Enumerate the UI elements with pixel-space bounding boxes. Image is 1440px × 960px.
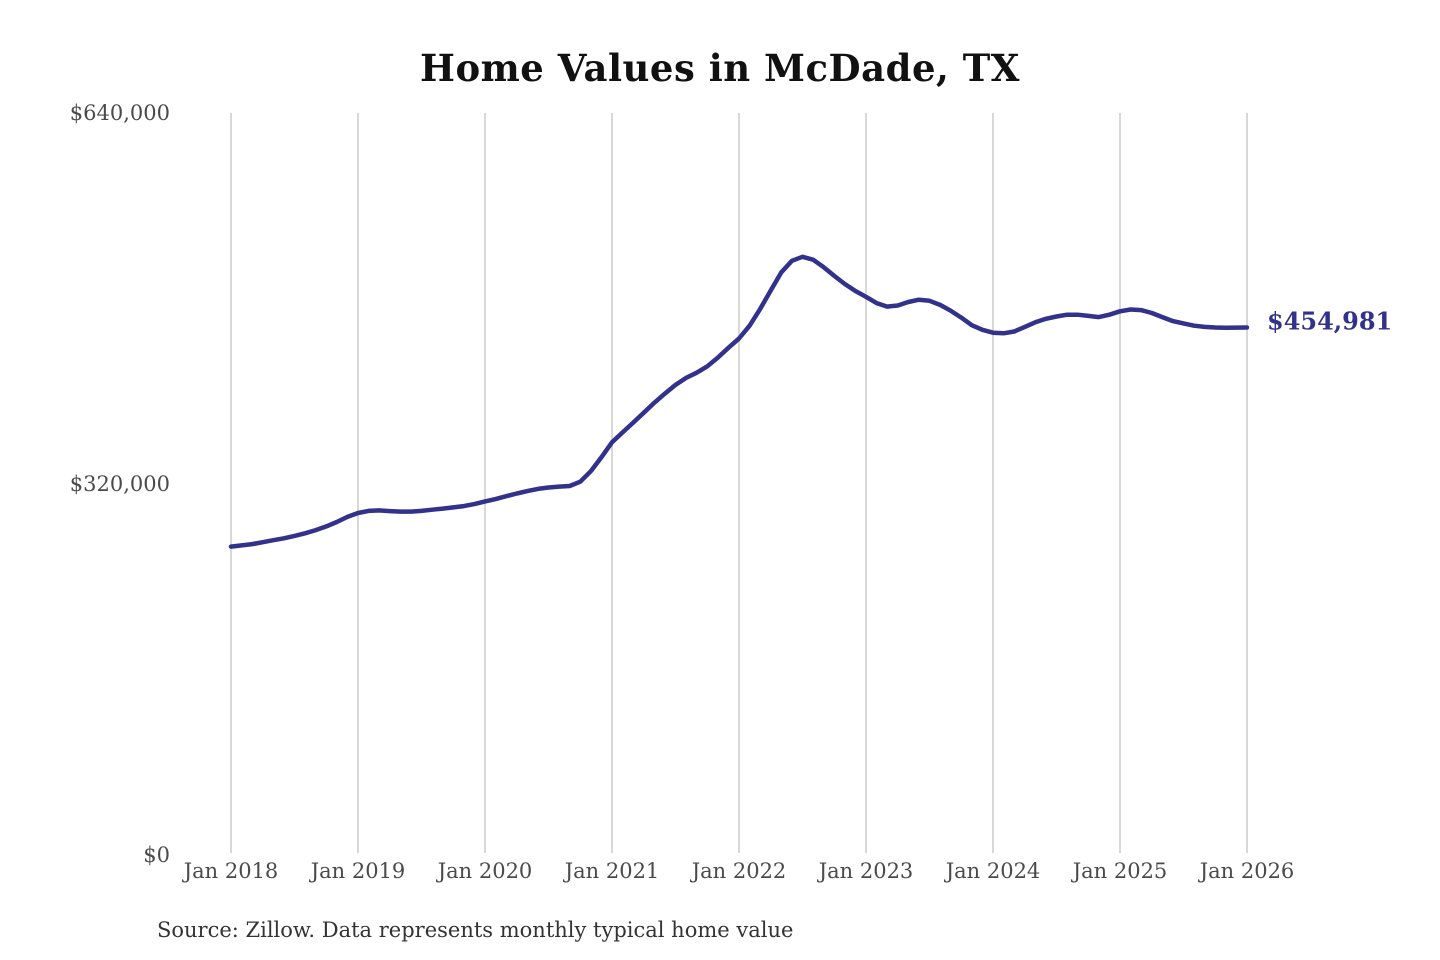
x-axis-tick-label: Jan 2025 [1071, 859, 1168, 883]
x-axis-tick-label: Jan 2018 [182, 859, 279, 883]
x-axis-tick-label: Jan 2019 [309, 859, 406, 883]
current-value-label: $454,981 [1267, 307, 1392, 336]
y-axis-tick-label: $640,000 [70, 101, 170, 125]
y-axis-tick-label: $320,000 [70, 472, 170, 496]
x-axis-tick-label: Jan 2023 [817, 859, 914, 883]
x-axis-tick-label: Jan 2024 [944, 859, 1041, 883]
x-axis-tick-label: Jan 2026 [1198, 859, 1295, 883]
home-value-line [228, 254, 1250, 549]
y-axis-tick-label: $0 [143, 843, 170, 867]
x-axis-tick-label: Jan 2021 [563, 859, 660, 883]
source-note: Source: Zillow. Data represents monthly … [157, 918, 794, 942]
x-axis-tick-label: Jan 2022 [690, 859, 787, 883]
chart-title: Home Values in McDade, TX [419, 46, 1020, 90]
x-axis-tick-label: Jan 2020 [436, 859, 533, 883]
